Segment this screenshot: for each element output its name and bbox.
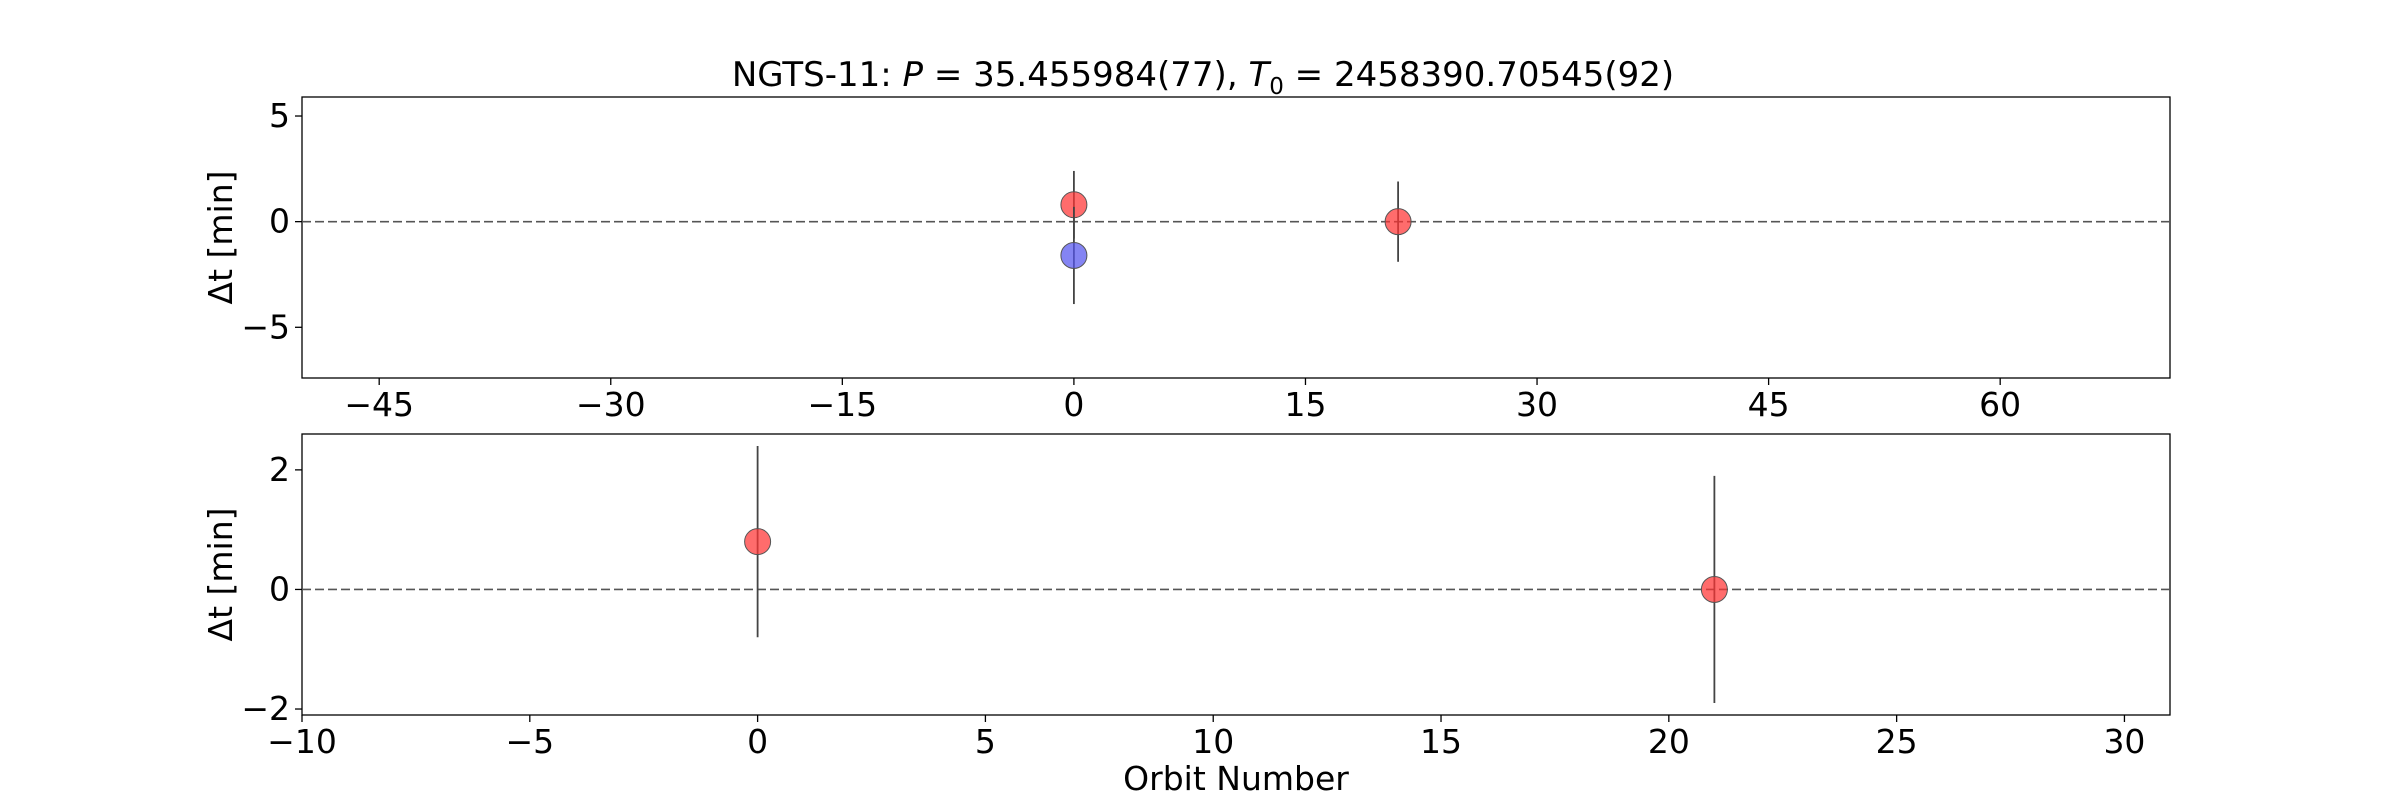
y-tick-label: −2 <box>241 689 290 728</box>
x-tick-label: 0 <box>747 722 768 761</box>
y-axis-label: Δt [min] <box>201 171 240 305</box>
data-point <box>1700 575 1728 603</box>
data-point <box>1060 241 1088 269</box>
x-tick-label: 15 <box>1420 722 1462 761</box>
bottom-panel: −10 −5 0 5 10 15 20 25 30 −2 0 2 Δt [min] Orbit Numbe… <box>201 433 2171 798</box>
axes-frame <box>301 96 2171 379</box>
x-tick-label: −5 <box>505 722 554 761</box>
data-point <box>1384 208 1412 236</box>
axes-frame <box>301 433 2171 716</box>
x-tick-label: 15 <box>1284 385 1326 424</box>
x-tick-label: −10 <box>267 722 337 761</box>
x-tick-label: 0 <box>1063 385 1084 424</box>
y-tick-label: 2 <box>269 450 290 489</box>
x-axis-label: Orbit Number <box>1123 759 1349 798</box>
x-tick-label: −15 <box>808 385 878 424</box>
y-tick-label: 0 <box>269 569 290 608</box>
y-tick-label: −5 <box>241 307 290 346</box>
x-tick-label: 25 <box>1876 722 1918 761</box>
x-tick-label: 45 <box>1748 385 1790 424</box>
x-tick-label: 20 <box>1648 722 1690 761</box>
x-tick-label: 10 <box>1192 722 1234 761</box>
data-point <box>744 528 772 556</box>
y-tick-label: 5 <box>269 96 290 135</box>
y-tick-label: 0 <box>269 202 290 241</box>
x-tick-label: 30 <box>2103 722 2145 761</box>
x-tick-label: −30 <box>576 385 646 424</box>
x-tick-label: 5 <box>975 722 996 761</box>
x-tick-label: 60 <box>1979 385 2021 424</box>
y-axis-label: Δt [min] <box>201 508 240 642</box>
figure-title: NGTS-11: P = 35.455984(77), T0 = 2458390… <box>732 55 1674 100</box>
x-tick-label: 30 <box>1516 385 1558 424</box>
x-tick-label: −45 <box>344 385 414 424</box>
top-panel: −45 −30 −15 0 15 30 45 60 −5 0 5 Δt [min] <box>201 96 2171 424</box>
